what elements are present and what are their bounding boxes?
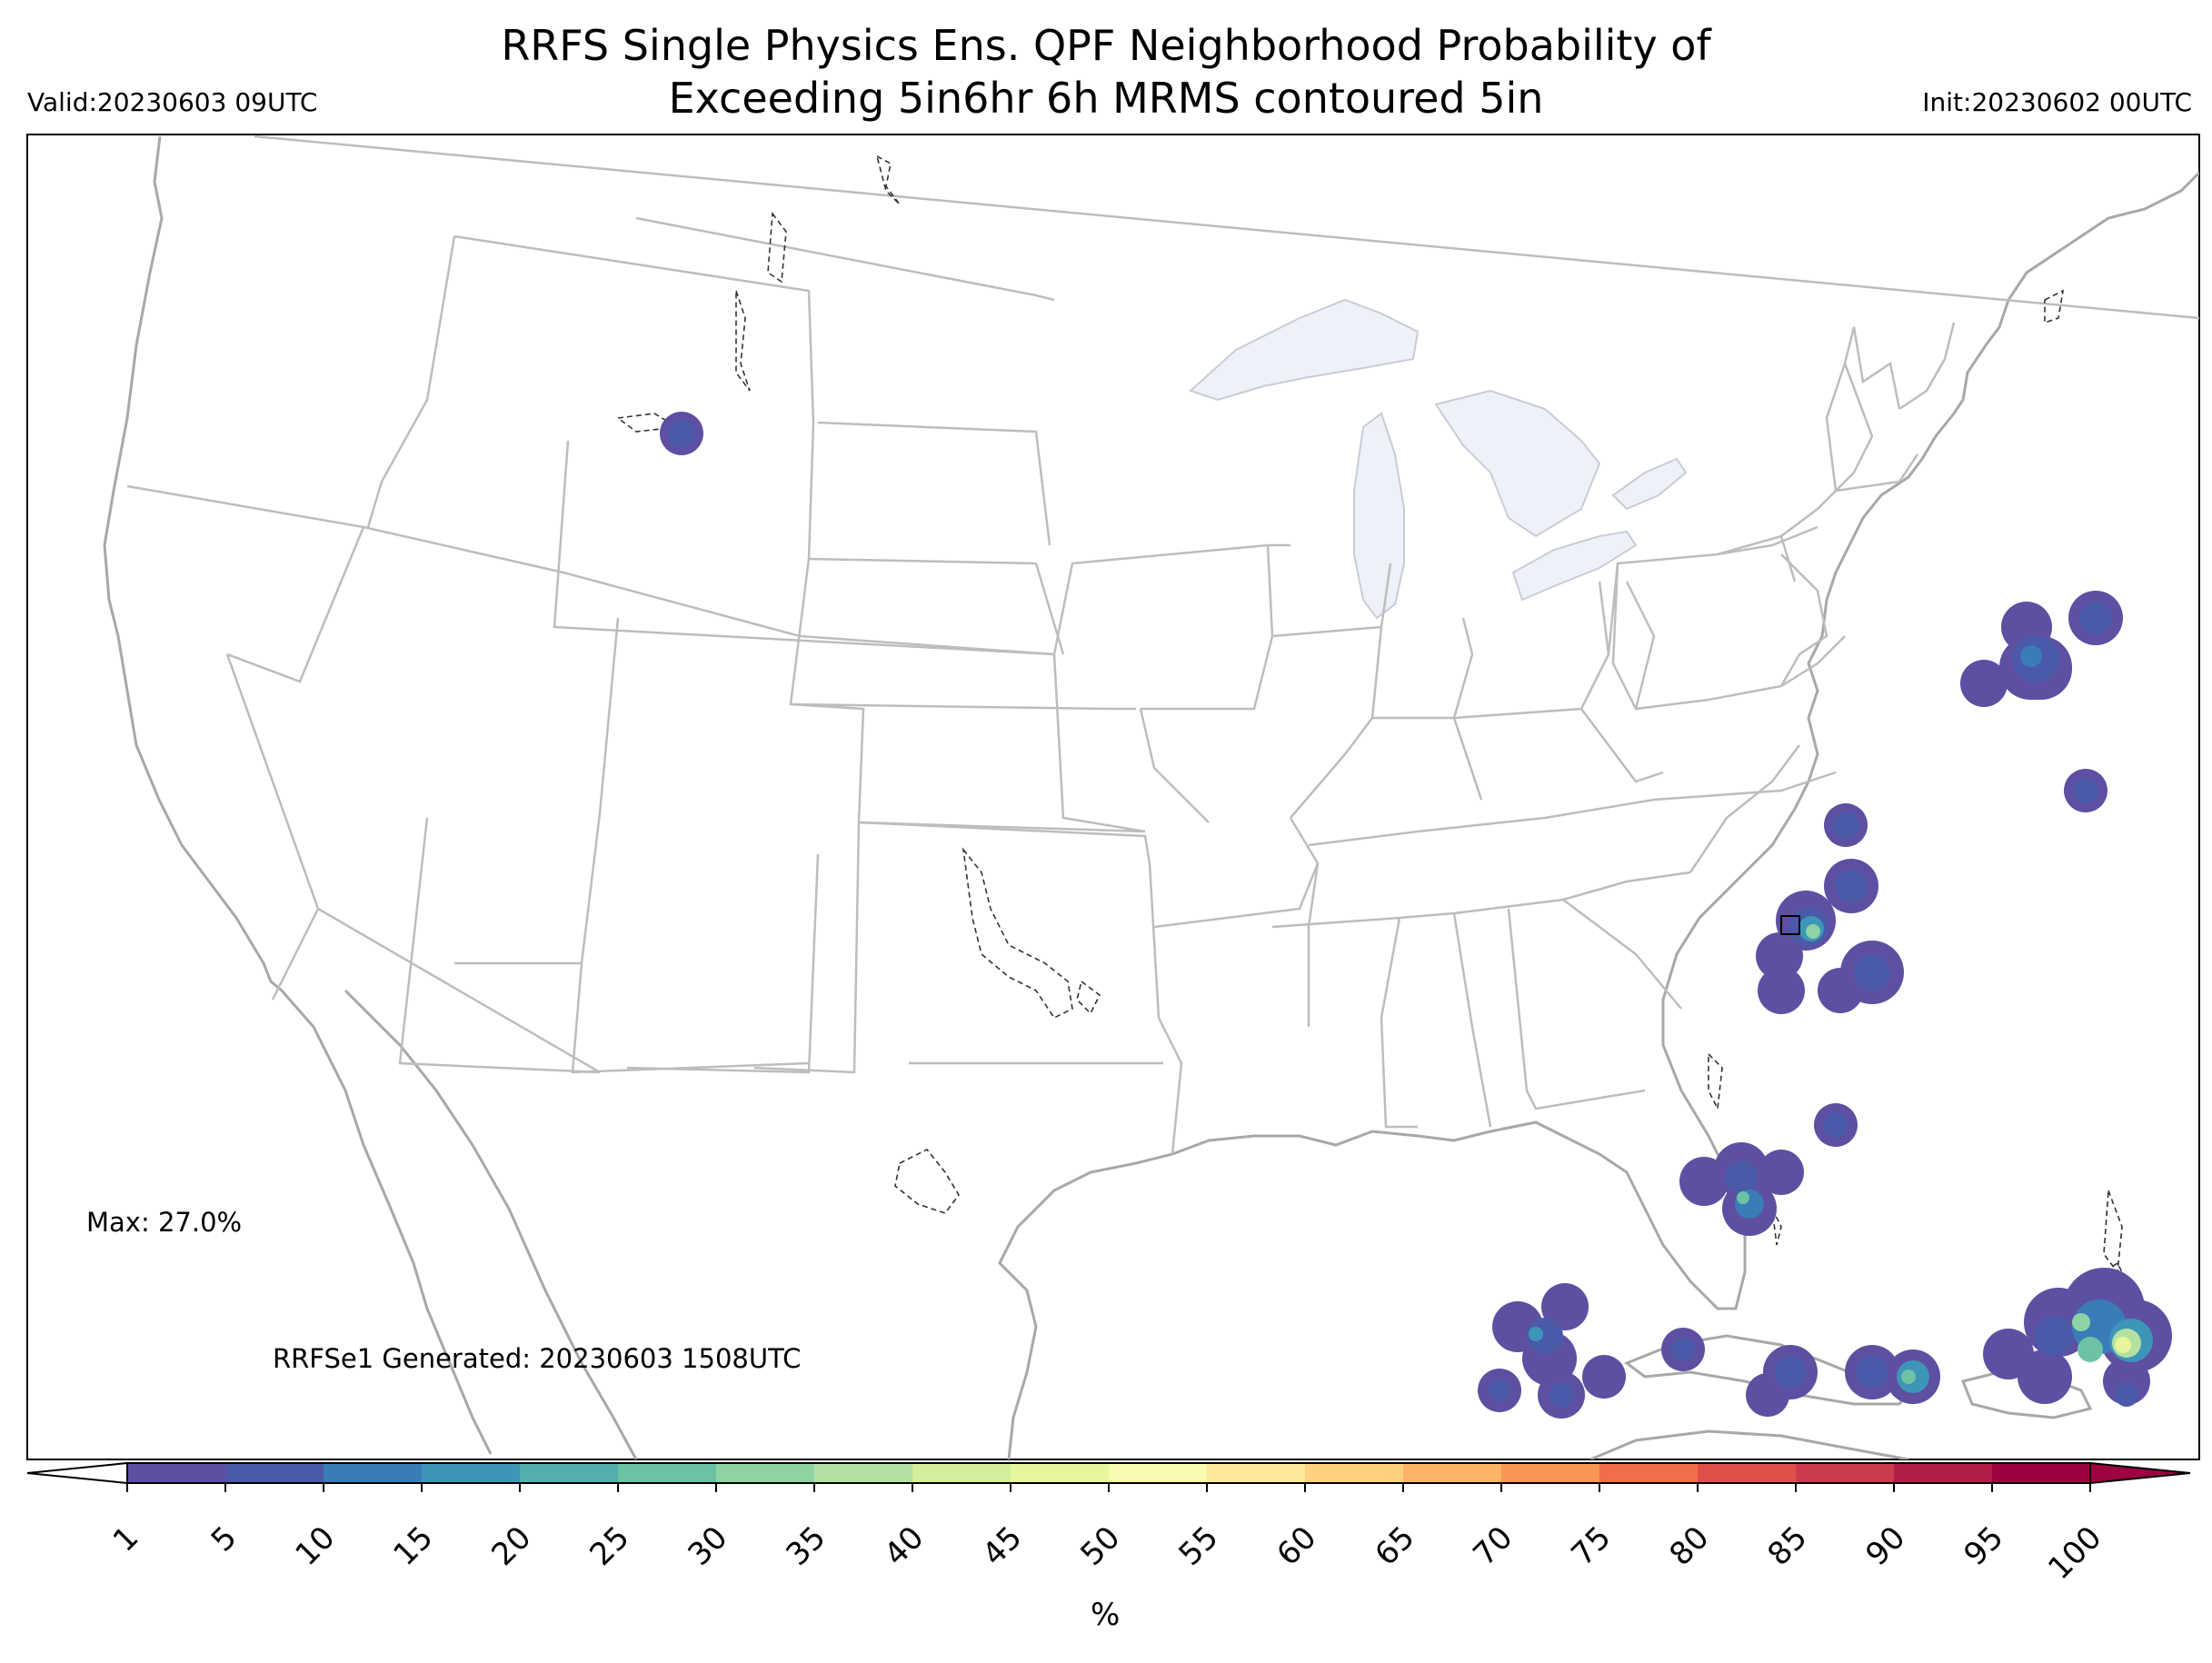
- coastline: [103, 135, 493, 1455]
- colorbar-segment: [1599, 1463, 1699, 1483]
- prob-area-bahamas-atlantic: [1983, 1268, 2172, 1407]
- colorbar-segment: [1207, 1463, 1306, 1483]
- colorbar-tick-label: 55: [1171, 1519, 1225, 1573]
- colorbar-segment: [1501, 1463, 1600, 1483]
- colorbar-tick-label: 35: [779, 1519, 832, 1573]
- max-value-label: Max: 27.0%: [86, 1207, 243, 1238]
- prob-area-montana: [660, 412, 703, 455]
- colorbar-segment: [1796, 1463, 1895, 1483]
- title-line-1: RRFS Single Physics Ens. QPF Neighborhoo…: [501, 21, 1711, 70]
- colorbar-segment: [1011, 1463, 1110, 1483]
- gulf-coast: [1171, 171, 2199, 1310]
- colorbar-tick-label: 25: [583, 1519, 636, 1573]
- colorbar-tick-label: 85: [1760, 1519, 1814, 1573]
- colorbar-segment: [716, 1463, 815, 1483]
- title-line-2: Exceeding 5in6hr 6h MRMS contoured 5in: [668, 74, 1544, 123]
- valid-time-label: Valid:20230603 09UTC: [27, 87, 318, 117]
- colorbar-segment: [324, 1463, 423, 1483]
- colorbar-over-arrow: [2089, 1461, 2191, 1485]
- colorbar-tick-label: 30: [681, 1519, 734, 1573]
- colorbar-under-arrow: [26, 1461, 128, 1485]
- great-lakes: [1189, 298, 1688, 620]
- prob-area-gulf-cuba: [1478, 1283, 1940, 1419]
- colorbar-segment: [1894, 1463, 1993, 1483]
- south-america-coast: [1589, 1429, 1909, 1459]
- prob-area-nc-coast: [1756, 803, 1904, 1147]
- colorbar-tick-label: 90: [1858, 1519, 1912, 1573]
- colorbar-segment: [1305, 1463, 1404, 1483]
- colorbar-segment: [912, 1463, 1011, 1483]
- colorbar-segment: [127, 1463, 226, 1483]
- init-time-label: Init:20230602 00UTC: [1922, 87, 2192, 117]
- colorbar-tick-label: 40: [877, 1519, 931, 1573]
- colorbar-tick-label: 15: [386, 1519, 440, 1573]
- colorbar-segment: [520, 1463, 619, 1483]
- colorbar-segment: [1992, 1463, 2091, 1483]
- colorbar-tick-label: 5: [204, 1519, 244, 1559]
- map-frame: [26, 134, 2200, 1460]
- colorbar-tick-label: 1: [106, 1519, 146, 1559]
- colorbar-tick-label: 45: [975, 1519, 1029, 1573]
- colorbar-tick-label: 20: [484, 1519, 538, 1573]
- colorbar-segment: [618, 1463, 717, 1483]
- prob-area-florida: [1661, 1142, 1804, 1371]
- colorbar-segment: [1109, 1463, 1208, 1483]
- colorbar-segment: [814, 1463, 913, 1483]
- baja-coast: [344, 989, 638, 1459]
- colorbar-tick-label: 65: [1368, 1519, 1421, 1573]
- colorbar-segment: [422, 1463, 521, 1483]
- generated-time-label: RRFSe1 Generated: 20230603 1508UTC: [273, 1343, 802, 1374]
- prob-area-mid-atlantic-offshore: [1960, 591, 2123, 812]
- colorbar-tick-label: 75: [1564, 1519, 1618, 1573]
- colorbar-tick-label: 10: [288, 1519, 342, 1573]
- colorbar-tick-label: 60: [1270, 1519, 1323, 1573]
- colorbar-tick-label: 50: [1073, 1519, 1127, 1573]
- colorbar-segment: [1698, 1463, 1797, 1483]
- colorbar-tick-label: 80: [1662, 1519, 1716, 1573]
- colorbar-tick-label: 100: [2041, 1519, 2108, 1587]
- colorbar-unit-label: %: [1091, 1597, 1121, 1633]
- state-borders: [126, 134, 2199, 1155]
- colorbar-tick-label: 95: [1957, 1519, 2010, 1573]
- probability-shading: [660, 412, 2172, 1419]
- colorbar-segment: [1403, 1463, 1502, 1483]
- colorbar-segment: [225, 1463, 324, 1483]
- mexico-coast: [998, 1152, 1173, 1459]
- colorbar-tick-label: 70: [1466, 1519, 1520, 1573]
